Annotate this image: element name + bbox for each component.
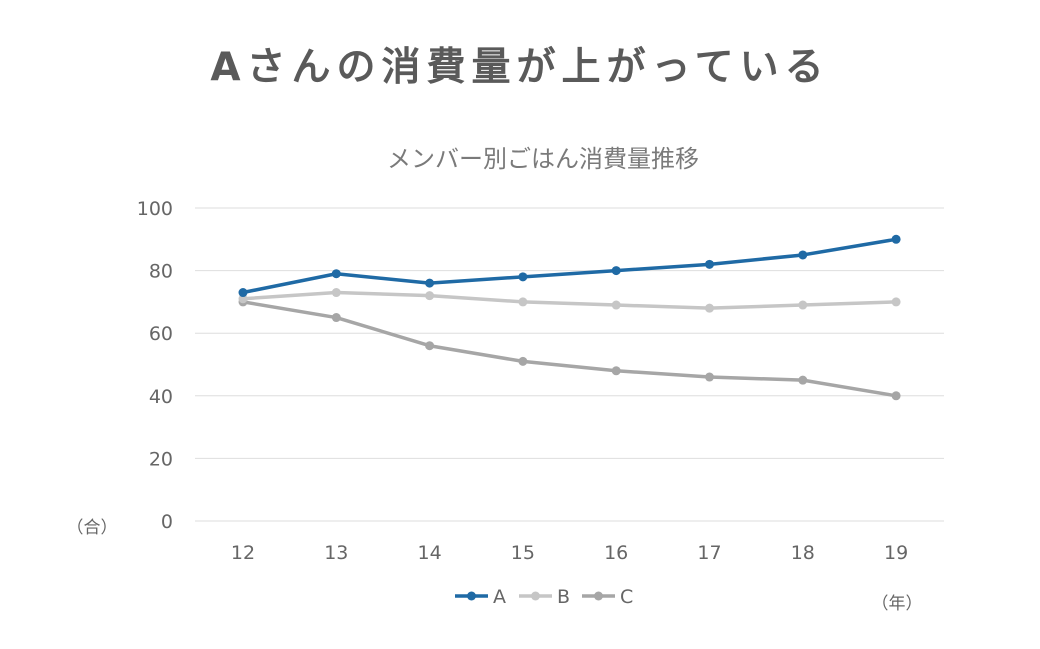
series-C-point (331, 313, 341, 323)
series-B-point (518, 297, 528, 307)
x-tick-label: 13 (324, 542, 348, 564)
legend-swatch-marker (467, 591, 476, 601)
series-A (238, 234, 901, 298)
x-tick-label: 19 (884, 542, 908, 564)
series-B-point (238, 294, 248, 304)
legend-label: A (493, 586, 506, 608)
series-A-point (611, 266, 621, 276)
series-C-point (425, 341, 435, 351)
series-lines (238, 234, 901, 401)
series-B-point (705, 303, 714, 313)
series-A-point (705, 259, 714, 269)
series-A-point (238, 288, 248, 298)
series-A-point (798, 250, 808, 260)
x-tick-label: 18 (791, 542, 815, 564)
series-C (238, 297, 901, 401)
legend-swatch-marker (594, 591, 603, 601)
y-axis-unit: （合） (67, 518, 118, 538)
series-C-point (798, 375, 808, 385)
series-B-point (425, 291, 435, 301)
series-B-point (611, 300, 621, 310)
legend-item-C: C (582, 586, 633, 608)
x-tick-label: 16 (604, 542, 628, 564)
legend-item-A: A (455, 586, 506, 608)
series-B (238, 288, 901, 313)
y-axis-ticks: 0 20 40 60 80 100 (137, 198, 173, 533)
x-tick-label: 17 (697, 542, 721, 564)
x-axis-ticks: 12 13 14 15 16 17 18 19 (231, 542, 908, 564)
legend-label: C (620, 586, 633, 608)
chart-title: メンバー別ごはん消費量推移 (387, 145, 699, 173)
series-A-point (331, 269, 341, 279)
y-tick-label: 0 (161, 511, 173, 533)
x-tick-label: 12 (231, 542, 255, 564)
series-A-point (425, 278, 435, 288)
series-B-point (331, 288, 341, 298)
series-A-point (891, 234, 901, 244)
series-C-point (611, 366, 621, 376)
legend-label: B (557, 586, 570, 608)
x-tick-label: 15 (511, 542, 535, 564)
y-tick-label: 60 (149, 323, 173, 345)
series-B-point (891, 297, 901, 307)
series-B-line (241, 290, 898, 310)
legend-item-B: B (519, 586, 570, 608)
series-C-point (891, 391, 901, 401)
x-tick-label: 14 (418, 542, 442, 564)
legend: A B C (455, 586, 633, 608)
y-tick-label: 100 (137, 198, 173, 220)
series-C-point (705, 372, 714, 382)
series-A-point (518, 272, 528, 282)
legend-swatch-marker (531, 591, 540, 601)
gridlines (195, 207, 944, 522)
x-axis-unit: （年） (872, 594, 923, 614)
series-C-line (241, 300, 898, 398)
slide-headline: Aさんの消費量が上がっている (210, 45, 830, 90)
series-B-point (798, 300, 808, 310)
series-C-point (518, 356, 528, 366)
series-A-line (241, 237, 898, 295)
y-tick-label: 40 (149, 386, 173, 408)
y-tick-label: 20 (149, 448, 173, 470)
y-tick-label: 80 (149, 261, 173, 283)
